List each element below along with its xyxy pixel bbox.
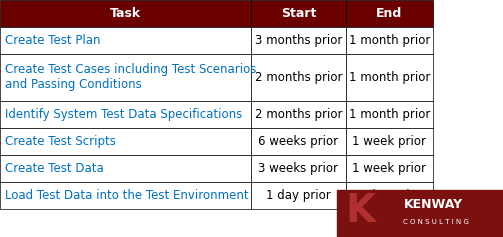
Bar bbox=[251, 27, 346, 54]
Text: 1 day prior: 1 day prior bbox=[357, 189, 422, 202]
Text: Identify System Test Data Specifications: Identify System Test Data Specifications bbox=[5, 108, 242, 121]
Text: K: K bbox=[346, 192, 375, 230]
Bar bbox=[346, 182, 433, 209]
Bar bbox=[251, 182, 346, 209]
Bar bbox=[251, 128, 346, 155]
Bar bbox=[346, 155, 433, 182]
Text: C O N S U L T I N G: C O N S U L T I N G bbox=[403, 219, 469, 225]
Text: Create Test Data: Create Test Data bbox=[5, 162, 104, 175]
Bar bbox=[251, 155, 346, 182]
Text: 3 months prior: 3 months prior bbox=[255, 34, 342, 47]
Bar bbox=[346, 128, 433, 155]
Bar bbox=[346, 54, 433, 101]
Text: End: End bbox=[376, 7, 402, 20]
Bar bbox=[0, 0, 251, 27]
Text: Create Test Plan: Create Test Plan bbox=[5, 34, 101, 47]
Bar bbox=[0, 54, 251, 101]
Text: 1 month prior: 1 month prior bbox=[349, 34, 430, 47]
Text: 1 week prior: 1 week prior bbox=[352, 135, 427, 148]
Bar bbox=[0, 27, 251, 54]
Text: 1 month prior: 1 month prior bbox=[349, 108, 430, 121]
Text: Start: Start bbox=[281, 7, 316, 20]
Bar bbox=[346, 101, 433, 128]
Text: KENWAY: KENWAY bbox=[403, 198, 463, 211]
Bar bbox=[251, 54, 346, 101]
Bar bbox=[346, 0, 433, 27]
Bar bbox=[0, 155, 251, 182]
Bar bbox=[251, 0, 346, 27]
Text: Create Test Scripts: Create Test Scripts bbox=[5, 135, 116, 148]
Bar bbox=[0, 128, 251, 155]
Text: 1 week prior: 1 week prior bbox=[352, 162, 427, 175]
Text: 1 month prior: 1 month prior bbox=[349, 71, 430, 84]
Bar bbox=[346, 27, 433, 54]
Text: 6 weeks prior: 6 weeks prior bbox=[259, 135, 339, 148]
Bar bbox=[251, 101, 346, 128]
Text: 2 months prior: 2 months prior bbox=[255, 71, 342, 84]
Text: Task: Task bbox=[110, 7, 141, 20]
Bar bbox=[0, 182, 251, 209]
Text: Create Test Cases including Test Scenarios
and Passing Conditions: Create Test Cases including Test Scenari… bbox=[5, 63, 257, 91]
Text: 3 weeks prior: 3 weeks prior bbox=[259, 162, 339, 175]
Bar bbox=[0, 101, 251, 128]
Text: Load Test Data into the Test Environment: Load Test Data into the Test Environment bbox=[5, 189, 249, 202]
Text: 1 day prior: 1 day prior bbox=[266, 189, 331, 202]
Text: 2 months prior: 2 months prior bbox=[255, 108, 342, 121]
